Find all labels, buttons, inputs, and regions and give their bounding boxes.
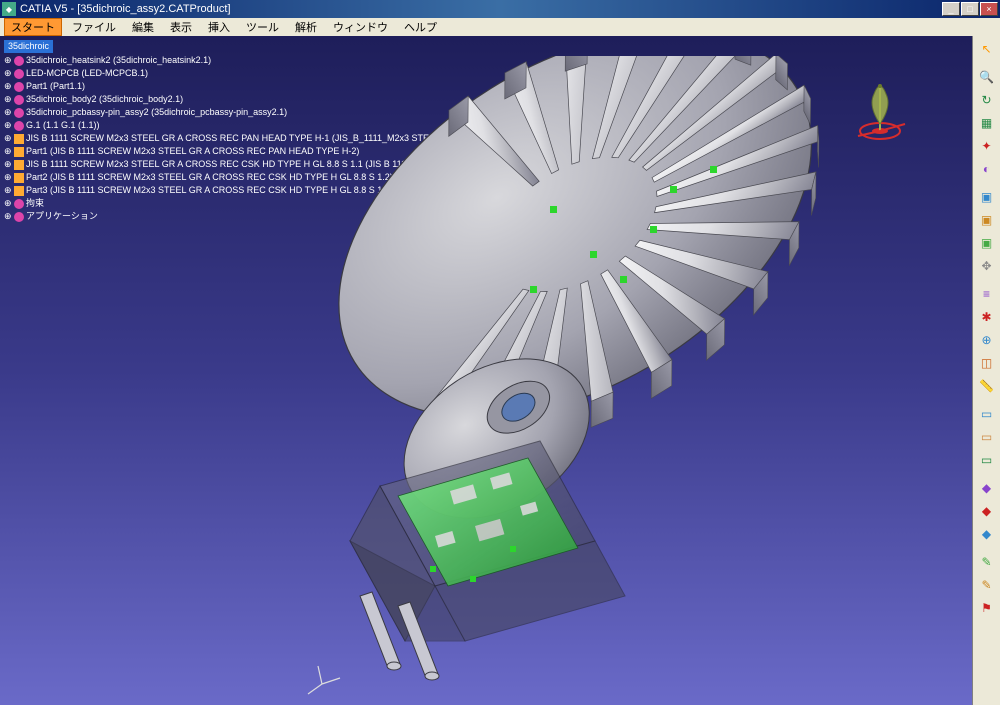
menu-analyze[interactable]: 解析 [289, 18, 323, 36]
menu-edit[interactable]: 編集 [126, 18, 160, 36]
minimize-button[interactable]: _ [942, 2, 960, 16]
const2-icon[interactable]: ▭ [976, 426, 998, 448]
titlebar: ◆ CATIA V5 - [35dichroic_assy2.CATProduc… [0, 0, 1000, 18]
planes-icon[interactable]: ▦ [976, 112, 998, 134]
tool1-icon[interactable]: ◆ [976, 477, 998, 499]
ann2-icon[interactable]: ✎ [976, 574, 998, 596]
layer-icon[interactable]: ≡ [976, 283, 998, 305]
shaded-icon[interactable]: ◐ [976, 158, 998, 180]
const1-icon[interactable]: ▭ [976, 403, 998, 425]
menu-window[interactable]: ウィンドウ [327, 18, 394, 36]
compass-icon[interactable] [850, 76, 920, 146]
tool2-icon[interactable]: ◆ [976, 500, 998, 522]
move-icon[interactable]: ✥ [976, 255, 998, 277]
menu-file[interactable]: ファイル [66, 18, 122, 36]
close-button[interactable]: × [980, 2, 998, 16]
window-title: CATIA V5 - [35dichroic_assy2.CATProduct] [20, 3, 942, 15]
menubar: スタート ファイル 編集 表示 挿入 ツール 解析 ウィンドウ ヘルプ [0, 18, 1000, 36]
select-icon[interactable]: ↖ [976, 38, 998, 60]
app-window: ◆ CATIA V5 - [35dichroic_assy2.CATProduc… [0, 0, 1000, 705]
window-buttons: _ □ × [942, 2, 998, 16]
menu-insert[interactable]: 挿入 [202, 18, 236, 36]
model-canvas [150, 56, 850, 716]
cube3-icon[interactable]: ▣ [976, 232, 998, 254]
rotate-icon[interactable]: ↻ [976, 89, 998, 111]
cube2-icon[interactable]: ▣ [976, 209, 998, 231]
maximize-button[interactable]: □ [961, 2, 979, 16]
menu-view[interactable]: 表示 [164, 18, 198, 36]
workspace: 35dichroic ⊕35dichroic_heatsink2 (35dich… [0, 36, 1000, 705]
menu-help[interactable]: ヘルプ [398, 18, 443, 36]
cube1-icon[interactable]: ▣ [976, 186, 998, 208]
zoom-icon[interactable]: 🔍 [976, 66, 998, 88]
3d-viewport[interactable] [0, 36, 1000, 705]
app-icon: ◆ [2, 2, 16, 16]
measure-icon[interactable]: 📏 [976, 375, 998, 397]
right-toolbar: ↖🔍↻▦✦◐▣▣▣✥≡✱⊕◫📏▭▭▭◆◆◆✎✎⚑ [972, 36, 1000, 705]
explode-icon[interactable]: ✱ [976, 306, 998, 328]
menu-tools[interactable]: ツール [240, 18, 285, 36]
section-icon[interactable]: ◫ [976, 352, 998, 374]
flag-icon[interactable]: ⚑ [976, 597, 998, 619]
axis-icon[interactable]: ✦ [976, 135, 998, 157]
snap-icon[interactable]: ⊕ [976, 329, 998, 351]
const3-icon[interactable]: ▭ [976, 449, 998, 471]
menu-start[interactable]: スタート [4, 18, 62, 36]
ann1-icon[interactable]: ✎ [976, 551, 998, 573]
tool3-icon[interactable]: ◆ [976, 523, 998, 545]
